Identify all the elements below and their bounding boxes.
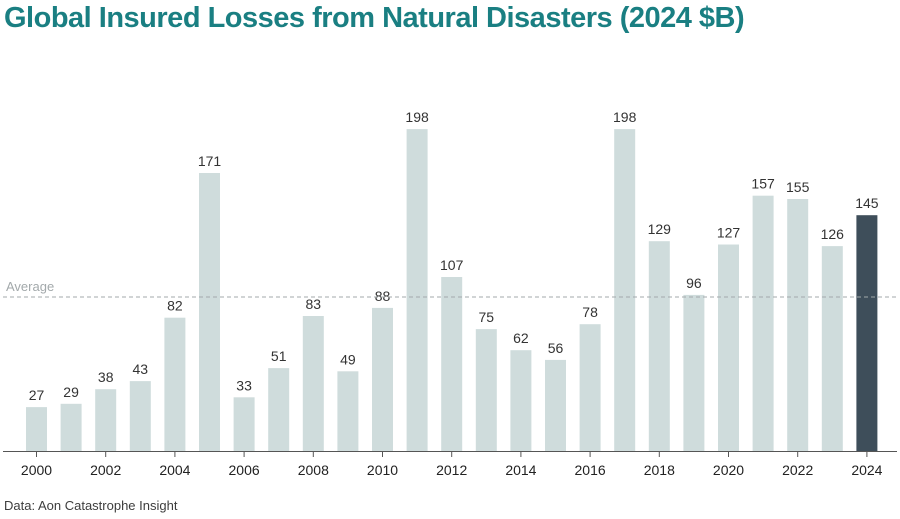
value-label-2019: 96 [686,275,702,291]
bar-2018 [648,241,670,451]
x-tick-label-2024: 2024 [851,462,882,478]
bar-2023 [821,246,843,451]
bar-2016 [579,324,601,451]
value-label-2014: 62 [513,330,529,346]
x-tick-label-2016: 2016 [575,462,606,478]
bar-2024 [856,215,878,451]
bar-2011 [406,129,428,451]
x-ticks-group: 2000 2002 2004 2006 2008 2010 2012 2014 2016 2018… [21,452,883,478]
bar-2005 [199,173,220,451]
x-tick-label-2010: 2010 [367,462,398,478]
bar-2003 [129,381,151,451]
x-tick-label-2012: 2012 [436,462,467,478]
bar-2006 [233,397,255,451]
x-tick-label-2022: 2022 [782,462,813,478]
bar-2013 [475,329,497,451]
value-label-2001: 29 [63,384,79,400]
x-tick-label-2004: 2004 [159,462,190,478]
value-label-2005: 171 [198,153,222,169]
value-label-2020: 127 [717,225,741,241]
value-label-2010: 88 [375,288,391,304]
value-label-2024: 145 [855,195,879,211]
value-label-2007: 51 [271,348,287,364]
x-tick-label-2008: 2008 [298,462,329,478]
value-label-2018: 129 [648,221,672,237]
bar-2022 [787,199,809,451]
value-label-2008: 83 [306,296,322,312]
value-label-2000: 27 [29,387,45,403]
value-label-2009: 49 [340,351,356,367]
bar-2021 [752,195,774,451]
bar-2012 [441,277,463,451]
value-label-2003: 43 [133,361,149,377]
bar-2001 [60,403,82,451]
bar-2015 [545,359,566,451]
bar-2017 [614,129,636,451]
value-label-2017: 198 [613,109,637,125]
average-label: Average [6,279,54,294]
source-note: Data: Aon Catastrophe Insight [4,498,178,513]
value-label-2021: 157 [751,176,775,192]
chart-title: Global Insured Losses from Natural Disas… [4,2,745,34]
x-tick-label-2014: 2014 [505,462,536,478]
value-label-2011: 198 [405,109,429,125]
bar-2010 [372,307,393,451]
bar-2020 [718,244,739,451]
value-label-2004: 82 [167,298,183,314]
value-label-2006: 33 [236,377,252,393]
x-tick-label-2018: 2018 [644,462,675,478]
value-label-2023: 126 [821,226,845,242]
value-label-2012: 107 [440,257,464,273]
value-label-2013: 75 [479,309,495,325]
bar-2014 [510,350,532,451]
value-labels-group: 27 29 38 43 82 171 33 51 83 49 88 198 107 75 62 56 78 198… [29,109,879,403]
bar-2019 [683,294,705,451]
value-label-2016: 78 [582,304,598,320]
value-label-2022: 155 [786,179,810,195]
bar-2004 [164,317,186,451]
bar-2009 [337,371,359,451]
value-label-2015: 56 [548,340,564,356]
bar-2008 [302,316,324,451]
bar-2000 [26,407,47,451]
bar-2002 [95,389,117,451]
x-tick-label-2020: 2020 [713,462,744,478]
value-label-2002: 38 [98,369,114,385]
bars-group [26,129,878,451]
bar-2007 [268,368,290,451]
x-tick-label-2006: 2006 [229,462,260,478]
x-tick-label-2000: 2000 [21,462,52,478]
x-tick-label-2002: 2002 [90,462,121,478]
